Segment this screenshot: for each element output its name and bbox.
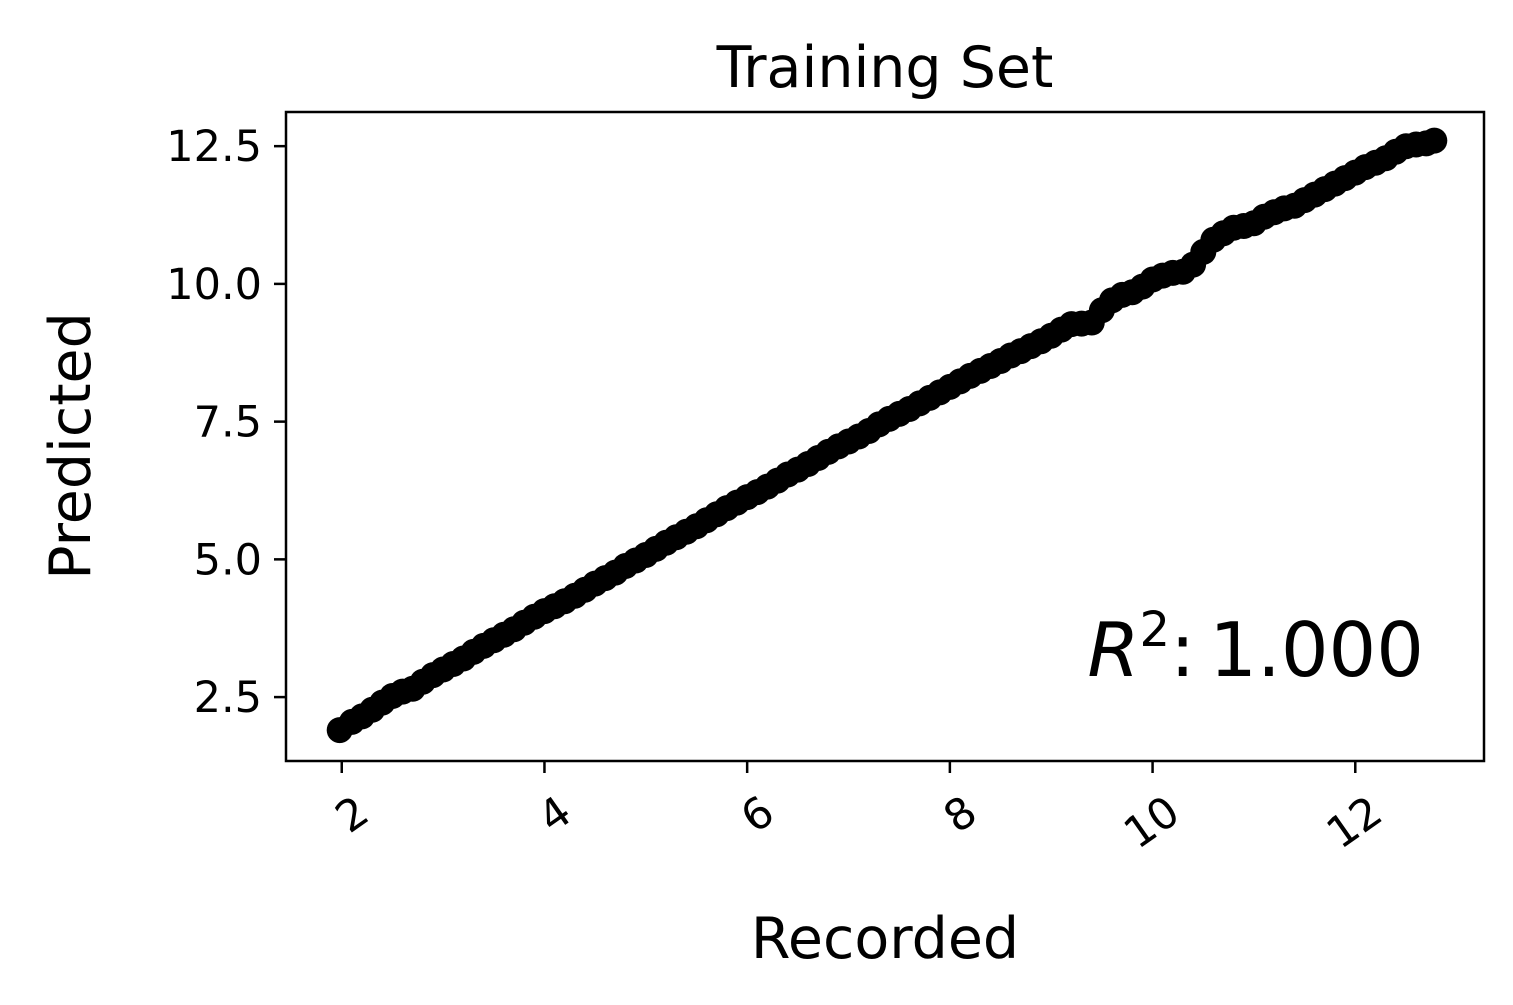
y-axis: 2.5 5.0 7.5 10.0 12.5 (166, 122, 286, 723)
x-tick-label: 10 (1115, 787, 1189, 859)
r-symbol: R (1087, 606, 1139, 694)
points-layer (326, 127, 1448, 744)
r-superscript: 2 (1139, 602, 1170, 658)
x-tick-label: 6 (732, 787, 783, 844)
x-axis: 2 4 6 8 10 12 (327, 761, 1392, 859)
r-squared-annotation: R2: 1.000 (1087, 602, 1424, 694)
plot-area-frame (284, 110, 1486, 763)
y-tick-label: 2.5 (194, 673, 262, 723)
y-tick-label: 12.5 (166, 122, 262, 172)
y-axis-label: Predicted (38, 312, 104, 580)
r-separator: : (1170, 606, 1195, 694)
data-point (1421, 127, 1448, 154)
x-axis-label: Recorded (751, 906, 1019, 972)
x-tick-label: 8 (935, 787, 986, 844)
y-tick-label: 5.0 (194, 535, 262, 585)
chart-title: Training Set (716, 35, 1054, 101)
r-squared-value: 1.000 (1209, 606, 1424, 694)
x-tick-label: 2 (327, 787, 378, 844)
y-tick-label: 10.0 (166, 260, 262, 310)
x-tick-label: 4 (530, 787, 581, 844)
x-tick-label: 12 (1318, 787, 1392, 859)
y-tick-label: 7.5 (194, 398, 262, 448)
